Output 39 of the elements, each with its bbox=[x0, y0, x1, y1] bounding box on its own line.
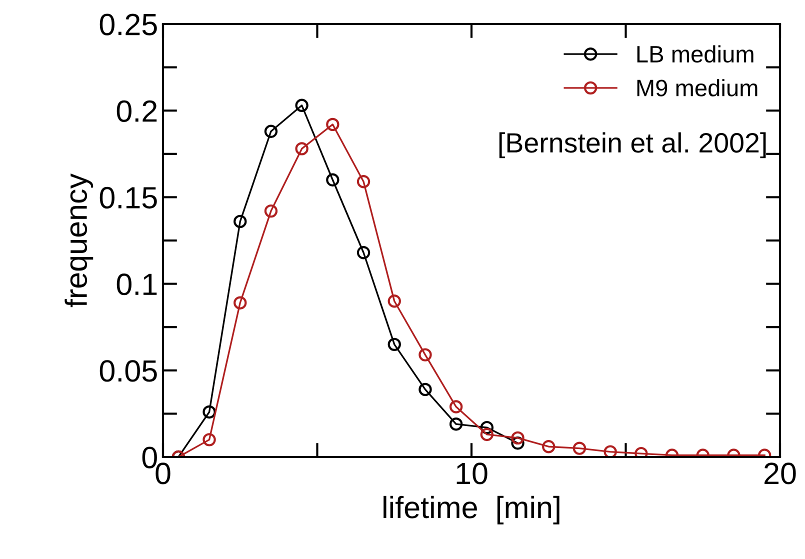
point bbox=[264, 124, 278, 138]
point bbox=[234, 214, 247, 228]
point bbox=[480, 428, 494, 442]
point bbox=[326, 173, 340, 186]
point bbox=[572, 442, 586, 455]
y-tick-label: 0.05 bbox=[100, 360, 157, 382]
x-tick-label: 0 bbox=[156, 462, 170, 484]
point bbox=[511, 431, 524, 445]
point bbox=[295, 98, 308, 112]
x-tick-label: 20 bbox=[764, 462, 796, 484]
point bbox=[202, 405, 216, 419]
point bbox=[604, 445, 617, 457]
y-tick-label: 0.2 bbox=[116, 100, 157, 122]
x-tick-label: 10 bbox=[456, 462, 488, 484]
point bbox=[418, 348, 432, 362]
point bbox=[480, 420, 494, 434]
point bbox=[202, 433, 216, 446]
annotation: [Bernstein et al. 2002] bbox=[499, 132, 766, 158]
legend-label: M9 medium bbox=[637, 79, 758, 96]
x-axis-title: lifetime [min] bbox=[384, 496, 560, 524]
point bbox=[295, 142, 308, 156]
point bbox=[542, 440, 556, 454]
point bbox=[449, 417, 463, 431]
y-axis-title: frequency bbox=[64, 173, 94, 308]
point bbox=[449, 400, 463, 414]
y-tick-label: 0.25 bbox=[100, 14, 157, 36]
y-tick-label: 0.1 bbox=[116, 274, 157, 296]
point bbox=[356, 175, 370, 188]
point bbox=[356, 246, 370, 260]
y-tick-label: 0 bbox=[142, 446, 157, 468]
point bbox=[418, 382, 432, 396]
point bbox=[264, 204, 278, 218]
point bbox=[388, 338, 401, 352]
point bbox=[326, 118, 340, 132]
point bbox=[511, 436, 524, 450]
point bbox=[388, 294, 401, 308]
legend-label: LB medium bbox=[637, 45, 754, 63]
point bbox=[234, 296, 247, 310]
y-tick-label: 0.15 bbox=[100, 186, 157, 209]
